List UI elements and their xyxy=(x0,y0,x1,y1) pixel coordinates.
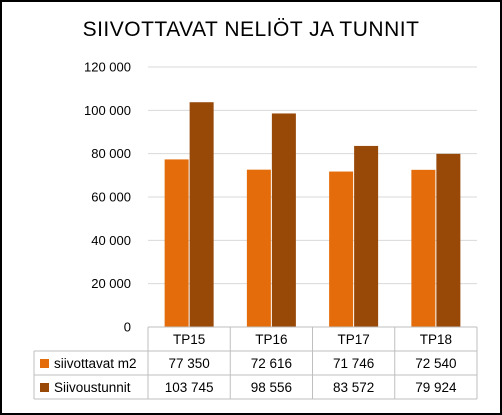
y-tick-label: 100 000 xyxy=(84,103,131,118)
legend-label: siivottavat m2 xyxy=(54,356,137,371)
y-tick-label: 0 xyxy=(124,320,131,335)
bar xyxy=(436,153,461,327)
bar xyxy=(411,169,436,327)
x-category-label: TP17 xyxy=(337,332,369,347)
bar xyxy=(354,145,379,327)
y-tick-label: 60 000 xyxy=(91,190,131,205)
data-label: 72 540 xyxy=(415,356,456,371)
data-label: 72 616 xyxy=(251,356,292,371)
data-label: 71 746 xyxy=(333,356,374,371)
bar xyxy=(329,171,354,327)
x-category-label: TP18 xyxy=(420,332,452,347)
x-category-label: TP16 xyxy=(255,332,287,347)
y-tick-label: 20 000 xyxy=(91,276,131,291)
x-category-label: TP15 xyxy=(173,332,205,347)
bar xyxy=(189,102,214,327)
data-label: 77 350 xyxy=(168,356,209,371)
y-tick-label: 120 000 xyxy=(84,60,131,75)
chart-title: SIIVOTTAVAT NELIÖT JA TUNNIT xyxy=(82,18,420,41)
y-tick-label: 40 000 xyxy=(91,233,131,248)
bar xyxy=(164,159,189,327)
data-label: 98 556 xyxy=(251,380,292,395)
legend-swatch xyxy=(40,383,49,392)
data-label: 103 745 xyxy=(165,380,214,395)
legend-label: Siivoustunnit xyxy=(54,380,131,395)
bar xyxy=(246,169,271,327)
data-label: 83 572 xyxy=(333,380,374,395)
legend-swatch xyxy=(40,359,49,368)
bar xyxy=(271,113,296,327)
data-label: 79 924 xyxy=(415,380,457,395)
y-tick-label: 80 000 xyxy=(91,146,131,161)
